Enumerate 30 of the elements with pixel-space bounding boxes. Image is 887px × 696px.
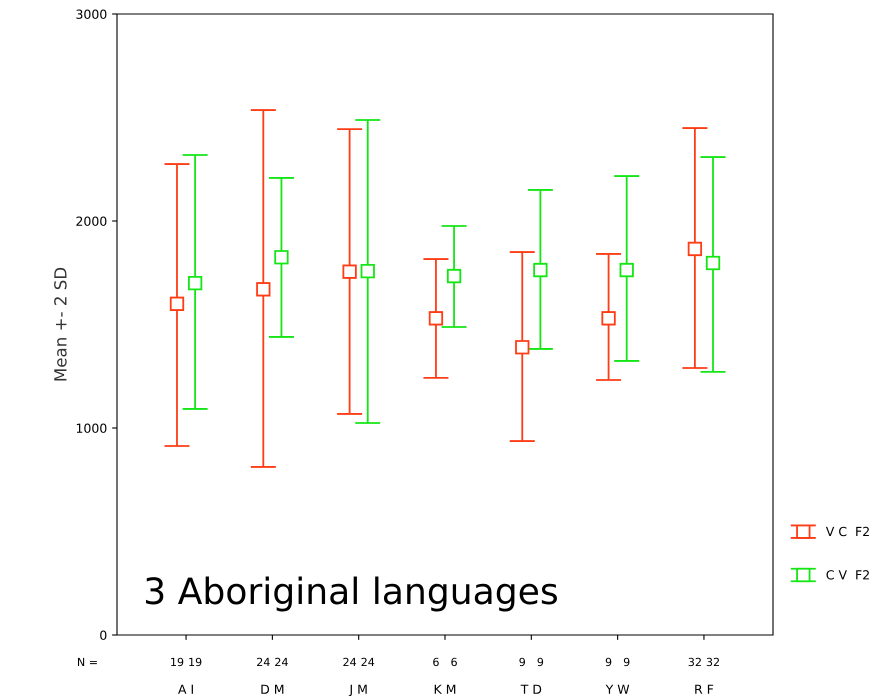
legend-label: V C F2 [826, 526, 869, 536]
text: 32 [706, 658, 719, 666]
text: 19 [171, 658, 184, 666]
text: 9 [606, 658, 612, 666]
text: 24 [361, 658, 374, 666]
annotation: 3 Aboriginal languages [146, 576, 557, 612]
text: 9 [624, 658, 630, 666]
x-tick-label: T D [520, 684, 542, 694]
text: 32 [688, 658, 701, 666]
text: 24 [275, 658, 288, 666]
text: 24 [343, 658, 356, 666]
y-tick-label: 2000 [76, 216, 106, 226]
text: 9 [538, 658, 544, 666]
text: 19 [189, 658, 202, 666]
x-tick-label: R F [695, 684, 714, 694]
text: N = [78, 658, 97, 666]
text: 6 [433, 658, 439, 666]
text: 9 [519, 658, 526, 666]
text: 24 [257, 658, 270, 666]
x-tick-label: A I [178, 684, 193, 694]
text: 6 [451, 658, 457, 666]
x-tick-label: D M [261, 684, 284, 694]
y-axis-title: Mean +- 2 SD [54, 268, 67, 381]
y-tick-label: 1000 [76, 423, 106, 433]
y-tick-label: 0 [100, 630, 106, 640]
x-tick-label: J M [348, 684, 367, 696]
x-tick-label: Y W [606, 684, 630, 694]
legend-label: C V F2 [826, 570, 869, 580]
x-tick-label: K M [434, 684, 456, 694]
y-tick-label: 3000 [76, 9, 106, 19]
